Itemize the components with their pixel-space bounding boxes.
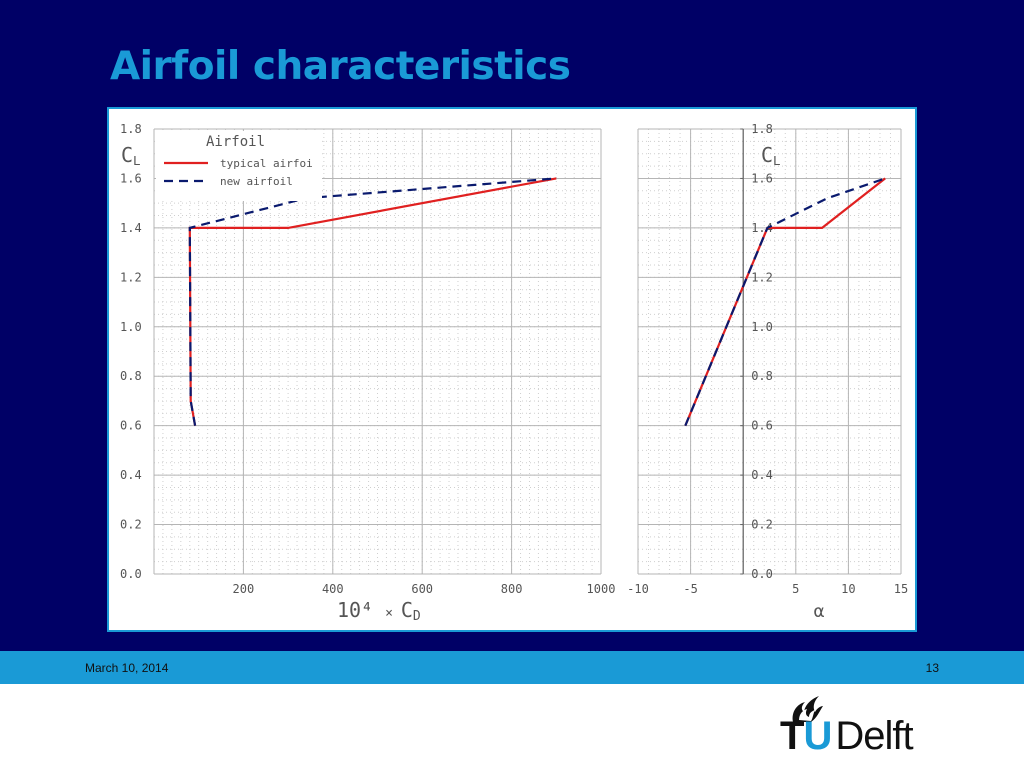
x-tick-label: 600 [411,582,433,596]
page-number: 13 [925,661,939,675]
x-tick-label: 5 [792,582,799,596]
series-line-new-airfoil [188,177,557,426]
y-tick-label: 0.2 [120,518,142,532]
y-tick-label: 1.0 [751,320,773,334]
y-axis-label: CL [121,143,141,168]
y-tick-label: 0.0 [751,567,773,581]
logo-letter-u: U [803,714,832,758]
y-tick-label: 0.4 [120,468,142,482]
logo-delft: Delft [835,714,913,758]
x-tick-label: -5 [683,582,697,596]
legend: Airfoil typical airfoi new airfoil [156,131,322,201]
chart-frame: 0.0 0.2 0.4 0.6 0.8 1.0 1.2 1.4 1.6 1.8 200 400 600 8… [107,107,917,632]
footer-bar: March 10, 2014 13 [0,651,1024,684]
series-line-typical-airfoi [188,177,557,426]
y-tick-label: 1.6 [120,171,142,185]
major-grid [153,128,602,575]
y-tick-label: 0.4 [751,468,773,482]
x-axis-label: 10⁴ × CD [337,598,421,624]
legend-title: Airfoil [206,134,265,150]
x-tick-label: 400 [322,582,344,596]
tudelft-logo: TU Delft [780,690,950,762]
x-tick-label: 10 [841,582,855,596]
y-tick-label: 0.8 [751,369,773,383]
series-line-new-airfoil [684,177,886,427]
y-tick-label: 1.2 [751,270,773,284]
drag-polar-panel: 0.0 0.2 0.4 0.6 0.8 1.0 1.2 1.4 1.6 1.8 200 400 600 8… [120,122,615,624]
x-tick-label: -10 [627,582,649,596]
y-tick-label: 1.6 [751,171,773,185]
y-tick-label: 0.6 [751,419,773,433]
x-tick-label: 15 [894,582,908,596]
y-tick-label: 1.8 [751,122,773,136]
y-tick-label: 1.4 [751,221,773,235]
y-tick-label: 1.0 [120,320,142,334]
x-tick-label: 1000 [587,582,616,596]
flame-icon [792,696,823,722]
x-axis-label: α [814,601,825,622]
y-tick-label: 1.2 [120,270,142,284]
series-line-typical-airfoil [684,177,886,427]
logo-letter-t: T [780,714,804,758]
slide-title: Airfoil characteristics [110,44,571,89]
x-tick-label: 800 [501,582,523,596]
y-tick-label: 0.0 [120,567,142,581]
legend-label: typical airfoi [220,157,313,170]
legend-label: new airfoil [220,175,293,188]
y-tick-label: 0.2 [751,518,773,532]
legend-box [156,131,322,201]
y-tick-label: 1.8 [120,122,142,136]
y-tick-label: 0.6 [120,419,142,433]
lift-curve-panel: 0.0 0.2 0.4 0.6 0.8 1.0 1.2 1.4 1.6 1.8 -10 -5 5 10 15… [627,122,908,622]
footer-date: March 10, 2014 [85,661,169,675]
chart-svg: 0.0 0.2 0.4 0.6 0.8 1.0 1.2 1.4 1.6 1.8 200 400 600 8… [120,122,908,624]
y-tick-label: 1.4 [120,221,142,235]
y-tick-label: 0.8 [120,369,142,383]
x-tick-label: 200 [233,582,255,596]
y-axis-label: CL [761,143,781,168]
